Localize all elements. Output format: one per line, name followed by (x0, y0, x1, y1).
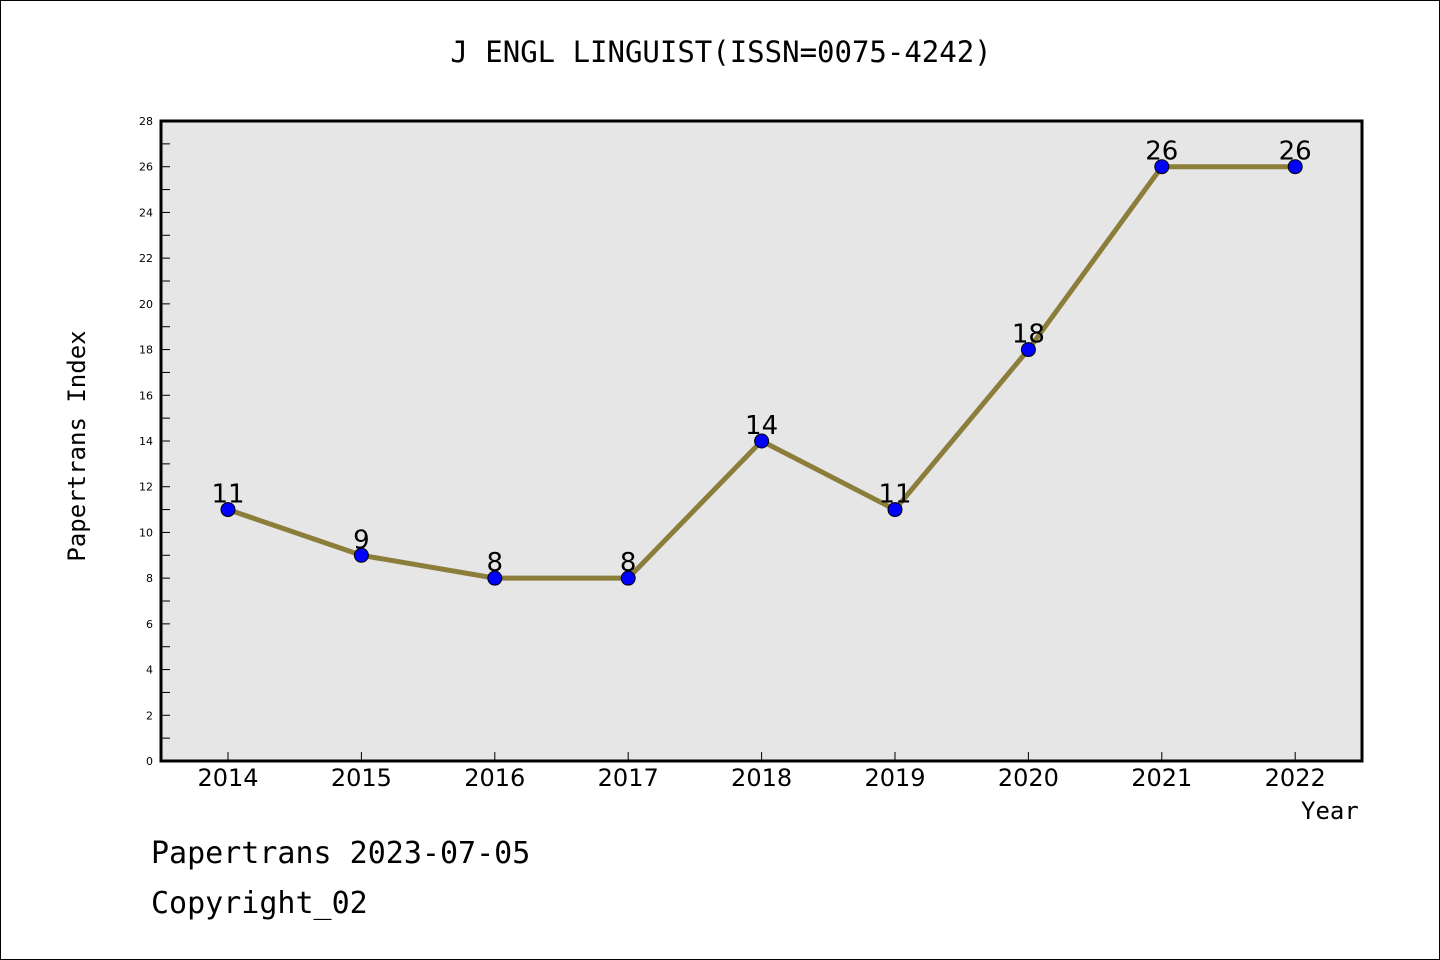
data-value-label: 26 (1145, 137, 1178, 167)
plot-frame (159, 119, 1364, 763)
y-tick-label: 4 (146, 664, 153, 677)
data-value-label: 8 (487, 548, 504, 578)
data-point (353, 547, 369, 563)
x-tick-label: 2021 (1131, 764, 1192, 792)
x-tick-label: 2020 (998, 764, 1059, 792)
data-point (220, 502, 236, 518)
y-tick-label: 0 (146, 755, 153, 768)
data-value-label: 9 (353, 525, 370, 555)
data-point (887, 502, 903, 518)
y-tick-label: 18 (139, 344, 153, 357)
data-value-label: 11 (878, 480, 911, 510)
data-point (487, 570, 503, 586)
data-value-label: 26 (1279, 137, 1312, 167)
y-tick-label: 10 (139, 526, 153, 539)
x-axis-label: Year (1301, 797, 1359, 825)
data-point (1154, 159, 1170, 175)
y-tick-label: 14 (139, 435, 153, 448)
x-tick-label: 2016 (464, 764, 525, 792)
y-tick-label: 2 (146, 709, 153, 722)
x-tick-label: 2018 (731, 764, 792, 792)
y-tick-label: 24 (139, 206, 153, 219)
x-tick-label: 2019 (864, 764, 925, 792)
y-tick-label: 26 (139, 161, 153, 174)
data-value-label: 18 (1012, 320, 1045, 350)
data-point (1287, 159, 1303, 175)
footer-copyright-text: Copyright_02 (151, 886, 368, 921)
data-point (1020, 342, 1036, 358)
data-value-label: 11 (211, 480, 244, 510)
data-point (754, 433, 770, 449)
data-value-label: 14 (745, 411, 778, 441)
chart-title: J ENGL LINGUIST(ISSN=0075-4242) (450, 35, 992, 69)
y-tick-label: 6 (146, 618, 153, 631)
y-tick-label: 16 (139, 389, 153, 402)
x-axis-ticks: 2014 2015 2016 2017 2018 2019 2020 2021 2022 (197, 752, 1326, 792)
footer-date-text: Papertrans 2023-07-05 (151, 836, 531, 871)
y-tick-label: 20 (139, 298, 153, 311)
series-group: 11 9 8 8 14 11 18 26 26 (211, 137, 1312, 586)
x-tick-label: 2022 (1265, 764, 1326, 792)
x-tick-label: 2017 (598, 764, 659, 792)
y-tick-label: 8 (146, 572, 153, 585)
x-tick-label: 2014 (197, 764, 258, 792)
y-tick-label: 22 (139, 252, 153, 265)
data-value-label: 8 (620, 548, 637, 578)
y-tick-label: 12 (139, 481, 153, 494)
x-tick-label: 2015 (331, 764, 392, 792)
y-tick-label: 28 (139, 115, 153, 128)
data-point (620, 570, 636, 586)
